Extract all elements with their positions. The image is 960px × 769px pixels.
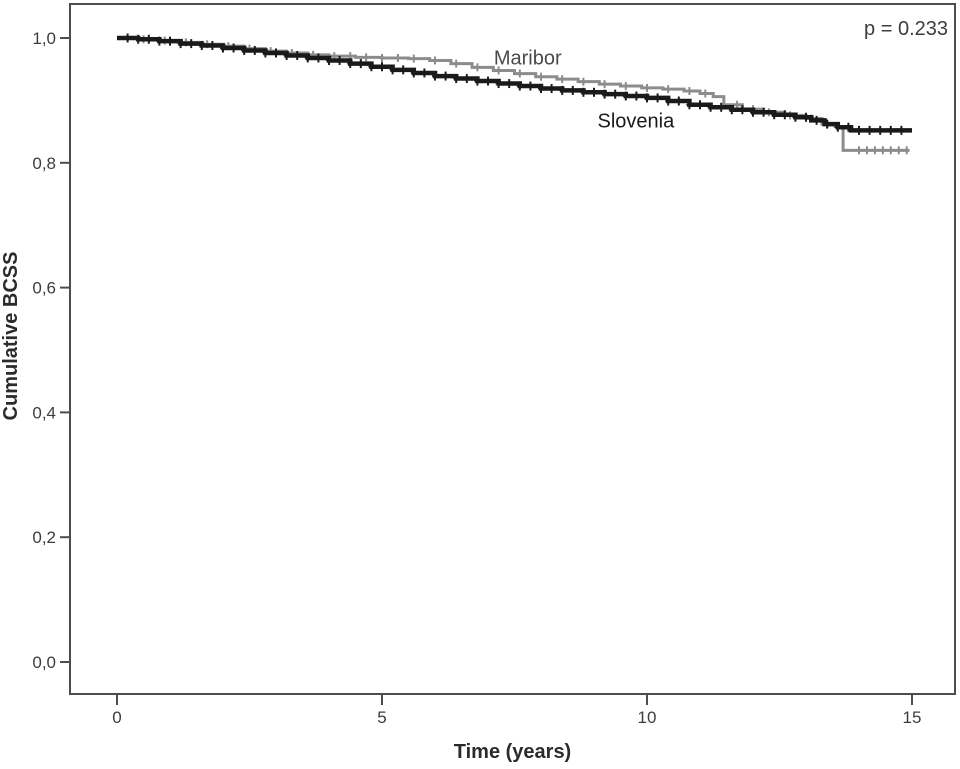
x-axis-title: Time (years): [454, 741, 571, 763]
y-axis-tick-label: 0,6: [32, 279, 56, 298]
series-label-slovenia: Slovenia: [598, 110, 676, 132]
plot-frame: [69, 3, 956, 695]
x-axis-tick-label: 0: [112, 708, 121, 727]
y-axis-tick-label: 0,4: [32, 403, 56, 422]
p-value-annotation: p = 0.233: [864, 18, 948, 40]
y-axis-title: Cumulative BCSS: [0, 252, 22, 421]
series-label-maribor: Maribor: [494, 47, 562, 69]
y-axis-tick-label: 0,2: [32, 528, 56, 547]
y-axis-tick-label: 0,8: [32, 154, 56, 173]
x-axis-tick-label: 15: [903, 708, 922, 727]
y-axis-tick-label: 1,0: [32, 29, 56, 48]
x-axis-tick-label: 10: [638, 708, 657, 727]
y-axis-tick-label: 0,0: [32, 653, 56, 672]
x-axis-tick-label: 5: [377, 708, 386, 727]
